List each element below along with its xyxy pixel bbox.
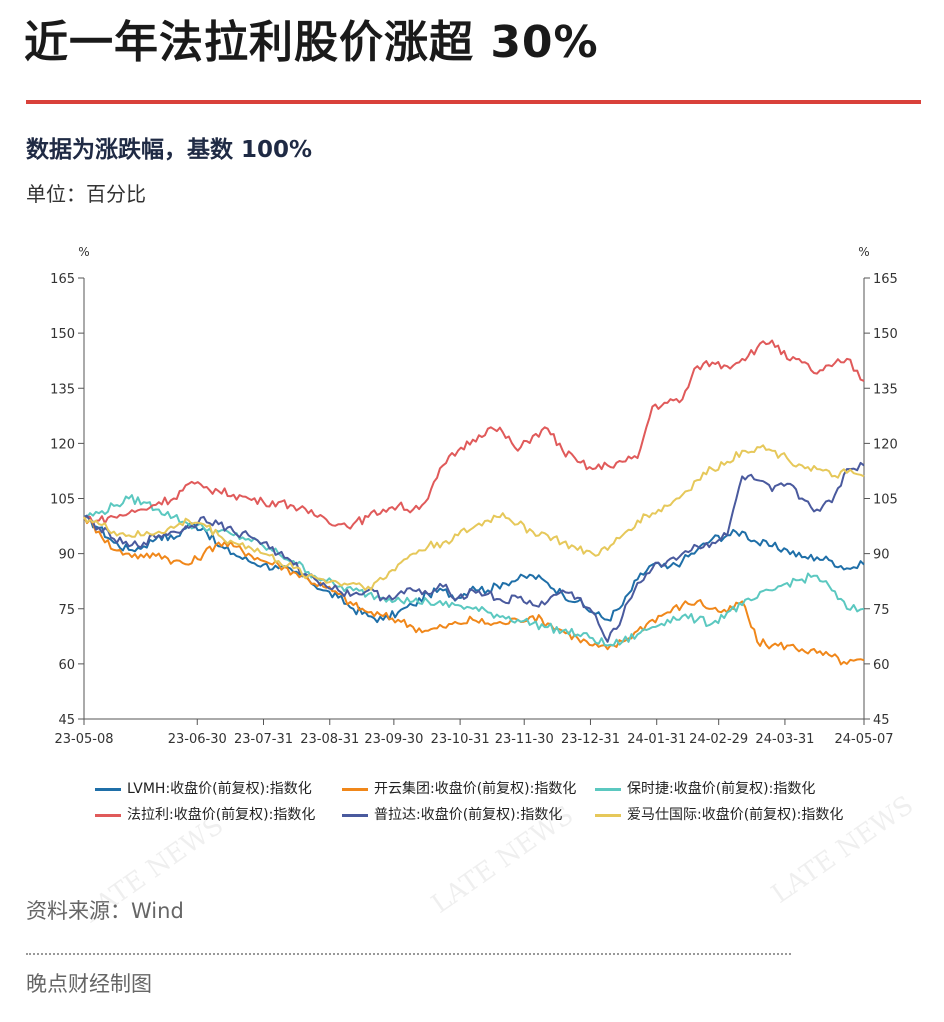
page-title: 近一年法拉利股价涨超 30% [24, 17, 599, 68]
x-tick-label: 23-11-30 [495, 732, 554, 747]
x-tick-label: 23-10-31 [431, 732, 490, 747]
x-tick-label: 23-06-30 [168, 732, 227, 747]
footer-divider [26, 953, 791, 955]
series-line-0 [83, 514, 865, 624]
legend-swatch [95, 787, 121, 791]
x-tick-label: 24-03-31 [755, 732, 814, 747]
y-tick-label-right: 45 [873, 713, 890, 728]
series-line-5 [83, 444, 865, 591]
y-unit-left: % [78, 245, 89, 259]
y-tick-label-right: 60 [873, 658, 890, 673]
legend-item-hermes: 爱马仕国际:收盘价(前复权):指数化 [595, 804, 843, 824]
line-chart: % % 45 45 60 60 75 75 90 90 105 105 120 120 135 135 150 1… [50, 245, 898, 747]
y-tick-label-left: 135 [50, 382, 75, 397]
series-line-3 [83, 339, 865, 530]
legend-label: 法拉利:收盘价(前复权):指数化 [127, 807, 316, 823]
y-tick-label-right: 135 [873, 382, 898, 397]
title-divider [26, 100, 921, 104]
x-tick-label: 24-02-29 [689, 732, 748, 747]
legend-label: 爱马仕国际:收盘价(前复权):指数化 [627, 807, 844, 823]
x-tick-label: 23-05-08 [54, 732, 113, 747]
x-tick-label: 23-08-31 [300, 732, 359, 747]
legend-item-lvmh: LVMH:收盘价(前复权):指数化 [95, 778, 312, 798]
legend-item-kering: 开云集团:收盘价(前复权):指数化 [342, 778, 576, 798]
legend-swatch [342, 787, 368, 791]
y-tick-label-right: 150 [873, 327, 898, 342]
y-tick-label-right: 165 [873, 272, 898, 287]
legend-swatch [95, 813, 121, 817]
series-line-4 [83, 461, 865, 643]
y-tick-label-right: 90 [873, 548, 890, 563]
y-tick-label-left: 120 [50, 437, 75, 452]
y-tick-label-right: 75 [873, 603, 890, 618]
y-tick-label-left: 75 [58, 603, 75, 618]
unit-label: 单位：百分比 [26, 182, 146, 206]
y-tick-label-right: 105 [873, 493, 898, 508]
legend-label: 普拉达:收盘价(前复权):指数化 [374, 807, 563, 823]
legend-item-prada: 普拉达:收盘价(前复权):指数化 [342, 804, 562, 824]
legend-swatch [595, 787, 621, 791]
x-tick-label: 24-05-07 [834, 732, 893, 747]
y-unit-right: % [858, 245, 869, 259]
x-tick-label: 23-09-30 [364, 732, 423, 747]
x-tick-label: 23-12-31 [561, 732, 620, 747]
y-tick-label-left: 90 [58, 548, 75, 563]
legend-label: 保时捷:收盘价(前复权):指数化 [627, 781, 816, 797]
y-tick-label-left: 60 [58, 658, 75, 673]
data-source: 资料来源：Wind [26, 899, 184, 923]
credit: 晚点财经制图 [26, 972, 152, 996]
y-tick-label-left: 105 [50, 493, 75, 508]
chart-subtitle: 数据为涨跌幅，基数 100% [26, 137, 313, 163]
y-tick-label-left: 150 [50, 327, 75, 342]
x-tick-label: 23-07-31 [234, 732, 293, 747]
legend-swatch [595, 813, 621, 817]
legend-label: 开云集团:收盘价(前复权):指数化 [374, 781, 577, 797]
y-tick-label-right: 120 [873, 437, 898, 452]
y-tick-label-left: 45 [58, 713, 75, 728]
y-tick-label-left: 165 [50, 272, 75, 287]
legend-item-porsche: 保时捷:收盘价(前复权):指数化 [595, 778, 815, 798]
legend-item-ferrari: 法拉利:收盘价(前复权):指数化 [95, 804, 315, 824]
x-tick-label: 24-01-31 [627, 732, 686, 747]
legend-label: LVMH:收盘价(前复权):指数化 [127, 781, 312, 797]
legend-swatch [342, 813, 368, 817]
